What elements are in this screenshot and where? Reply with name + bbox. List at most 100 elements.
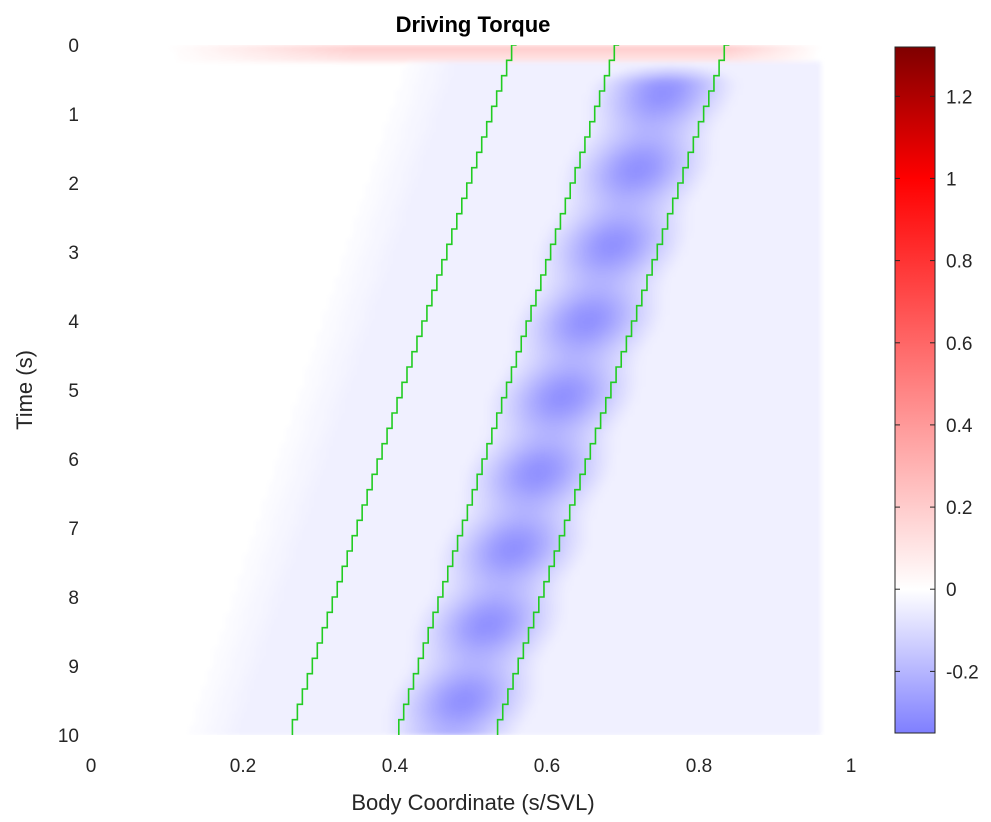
heatmap-cell	[802, 370, 810, 377]
heatmap-cell	[486, 78, 493, 85]
heatmap-cell	[778, 122, 785, 129]
heatmap-cell	[808, 94, 816, 101]
heatmap-cell	[461, 166, 469, 173]
heatmap-cell	[376, 45, 384, 52]
heatmap-cell	[796, 337, 803, 344]
heatmap-cell	[395, 326, 402, 333]
heatmap-cell	[364, 254, 372, 261]
heatmap-cell	[577, 171, 585, 179]
heatmap-cell	[565, 133, 572, 140]
heatmap-cell	[540, 321, 548, 328]
heatmap-cell	[492, 370, 499, 377]
heatmap-cell	[601, 326, 609, 333]
heatmap-cell	[395, 116, 402, 123]
heatmap-cell	[498, 94, 506, 101]
heatmap-cell	[790, 100, 797, 107]
heatmap-cell	[711, 50, 718, 57]
heatmap-cell	[638, 127, 645, 134]
heatmap-cell	[747, 111, 755, 118]
heatmap-cell	[717, 67, 724, 74]
heatmap-cell	[644, 188, 651, 195]
heatmap-cell	[540, 111, 548, 118]
heatmap-cell	[413, 100, 420, 107]
heatmap-cell	[480, 370, 487, 377]
heatmap-cell	[382, 321, 390, 328]
heatmap-cell	[352, 298, 360, 306]
heatmap-cell	[589, 271, 597, 278]
heatmap-cell	[692, 122, 700, 129]
heatmap-cell	[814, 83, 822, 90]
heatmap-cell	[565, 354, 572, 361]
heatmap-cell	[613, 232, 621, 239]
heatmap-cell	[656, 155, 664, 162]
heatmap-cell	[796, 166, 803, 173]
heatmap-cell	[455, 227, 463, 234]
heatmap-cell	[431, 183, 439, 190]
heatmap-cell	[571, 50, 578, 57]
heatmap-cell	[504, 381, 512, 388]
heatmap-cell	[504, 238, 512, 245]
heatmap-cell	[674, 387, 682, 394]
heatmap-cell	[692, 287, 700, 294]
heatmap-cell	[656, 67, 664, 74]
heatmap-cell	[729, 171, 737, 179]
heatmap-cell	[741, 309, 749, 317]
heatmap-cell	[644, 45, 651, 52]
heatmap-cell	[352, 332, 360, 339]
heatmap-cell	[486, 89, 493, 96]
heatmap-cell	[376, 370, 384, 377]
heatmap-cell	[644, 194, 651, 201]
heatmap-cell	[443, 100, 451, 107]
heatmap-cell	[291, 56, 299, 63]
heatmap-cell	[765, 387, 773, 394]
heatmap-cell	[619, 304, 627, 311]
heatmap-cell	[650, 210, 658, 217]
heatmap-cell	[534, 171, 542, 179]
heatmap-cell	[395, 392, 402, 399]
heatmap-cell	[802, 227, 810, 234]
heatmap-cell	[686, 183, 694, 190]
heatmap-cell	[522, 83, 530, 90]
heatmap-cell	[419, 149, 426, 156]
heatmap-cell	[480, 337, 487, 344]
heatmap-cell	[723, 122, 730, 129]
heatmap-cell	[771, 111, 779, 118]
heatmap-cell	[650, 155, 658, 162]
heatmap-cell	[449, 243, 457, 250]
heatmap-cell	[674, 216, 682, 223]
heatmap-cell	[425, 216, 433, 223]
heatmap-cell	[419, 293, 426, 300]
heatmap-cell	[626, 205, 633, 212]
heatmap-cell	[784, 155, 791, 162]
heatmap-cell	[370, 249, 378, 256]
heatmap-cell	[796, 221, 803, 228]
heatmap-cell	[662, 133, 670, 140]
heatmap-cell	[486, 199, 493, 206]
heatmap-cell	[796, 249, 803, 256]
heatmap-cell	[717, 276, 724, 283]
heatmap-cell	[595, 221, 603, 228]
heatmap-cell	[626, 183, 633, 190]
heatmap-cell	[437, 105, 445, 112]
heatmap-cell	[717, 194, 724, 201]
heatmap-cell	[553, 326, 560, 333]
heatmap-cell	[632, 221, 639, 228]
heatmap-cell	[668, 78, 676, 85]
heatmap-cell	[510, 105, 518, 112]
heatmap-cell	[571, 160, 578, 168]
heatmap-cell	[534, 348, 542, 355]
heatmap-cell	[407, 166, 414, 173]
heatmap-cell	[656, 116, 664, 123]
heatmap-cell	[565, 387, 572, 394]
heatmap-cell	[480, 309, 487, 317]
heatmap-cell	[583, 188, 591, 195]
heatmap-cell	[461, 337, 469, 344]
heatmap-cell	[571, 354, 578, 361]
heatmap-cell	[522, 94, 530, 101]
heatmap-cell	[747, 315, 755, 322]
heatmap-cell	[455, 56, 463, 63]
heatmap-cell	[723, 221, 730, 228]
heatmap-cell	[540, 376, 548, 383]
heatmap-cell	[553, 100, 560, 107]
heatmap-cell	[273, 56, 281, 63]
